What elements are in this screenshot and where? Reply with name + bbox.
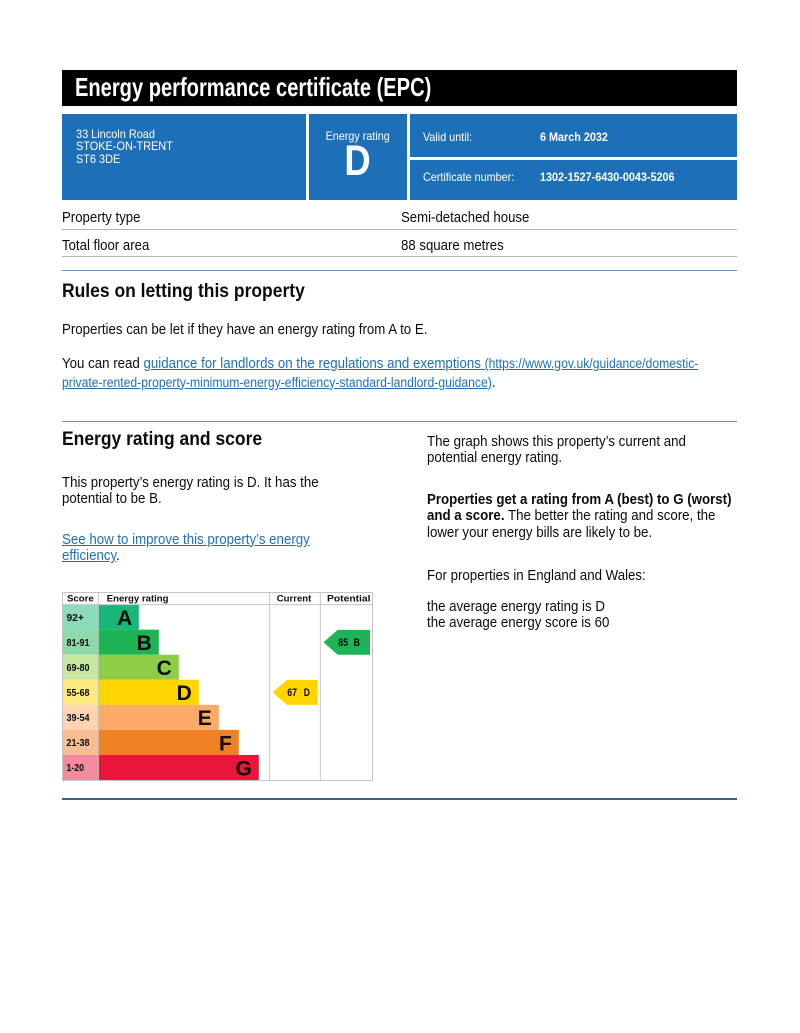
svg-text:21-38: 21-38 [67,738,90,749]
svg-text:Current: Current [277,593,312,604]
svg-text:G: G [235,757,251,780]
svg-text:B: B [354,637,361,649]
svg-text:A: A [117,607,132,630]
svg-text:D: D [304,687,310,699]
svg-text:67: 67 [287,687,297,699]
svg-text:92+: 92+ [67,613,84,624]
svg-text:C: C [157,657,172,680]
svg-text:Energy rating: Energy rating [107,593,169,604]
svg-text:81-91: 81-91 [67,638,90,649]
svg-text:69-80: 69-80 [67,663,90,674]
svg-text:E: E [198,707,212,730]
svg-text:55-68: 55-68 [67,688,90,699]
svg-text:B: B [137,632,152,655]
svg-text:F: F [219,732,232,755]
svg-text:Potential: Potential [327,593,371,604]
svg-text:39-54: 39-54 [67,713,90,724]
svg-text:1-20: 1-20 [67,763,85,774]
svg-text:D: D [177,682,192,705]
svg-text:85: 85 [338,637,348,649]
svg-text:Score: Score [67,593,94,604]
